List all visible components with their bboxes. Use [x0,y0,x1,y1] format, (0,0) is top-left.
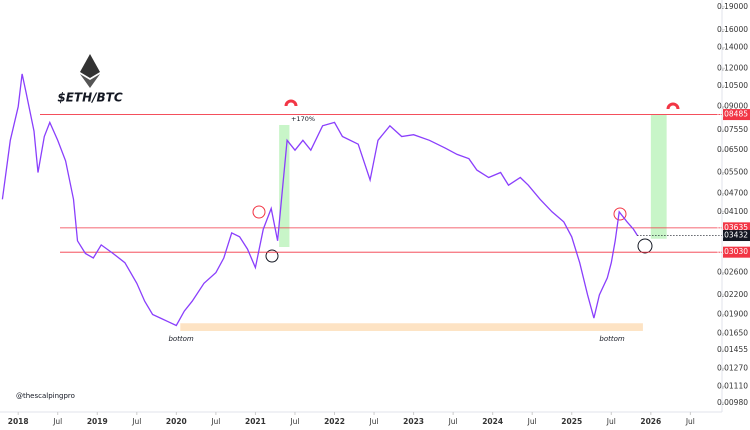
magnet-icons [284,99,680,110]
x-tick-label: 2025 [561,417,582,426]
level-label: 0.08485 [717,110,748,119]
annotation: bottom [599,335,624,343]
x-tick-label: 2022 [324,417,345,426]
y-tick-label: 0.04100 [717,207,748,216]
price-line [1,73,638,327]
y-tick-label: 0.02600 [717,268,748,277]
y-tick-label: 0.05500 [717,168,748,177]
y-tick-label: 0.14000 [717,43,748,52]
y-tick-label: 0.01270 [717,363,748,372]
markers [252,205,653,263]
x-tick-label: 2026 [640,417,661,426]
y-tick-label: 0.07550 [717,125,748,134]
y-tick-label: 0.19000 [717,2,748,11]
level-label: 0.03635 [717,223,748,232]
y-tick-label: 0.09000 [717,102,748,111]
x-tick-label: Jul [448,417,458,426]
x-tick-label: Jul [685,417,695,426]
level-box [723,109,750,121]
x-tick-label: 2024 [482,417,503,426]
x-tick-label: 2019 [87,417,108,426]
zone [180,323,643,331]
eth-logo [80,54,100,88]
y-tick-label: 0.01110 [717,381,748,390]
y-tick-label: 0.06500 [717,145,748,154]
x-tick-label: Jul [606,417,616,426]
x-tick-label: Jul [527,417,537,426]
zone [279,124,290,247]
x-tick-label: Jul [131,417,141,426]
y-tick-label: 0.02200 [717,290,748,299]
level-box [723,222,750,234]
level-box [723,246,750,258]
x-tick-label: Jul [210,417,220,426]
x-tick-label: 2023 [403,417,424,426]
y-tick-label: 0.04700 [717,189,748,198]
y-tick-label: 0.01650 [717,328,748,337]
y-tick-label: 0.01900 [717,310,748,319]
x-tick-label: 2018 [8,417,29,426]
y-tick-label: 0.16000 [717,25,748,34]
zone [650,114,667,239]
y-tick-label: 0.10500 [717,81,748,90]
x-tick-label: Jul [52,417,62,426]
y-tick-label: 0.01455 [717,345,748,354]
last-price-box [723,230,750,242]
annotation: +170% [291,115,315,123]
x-tick-label: 2021 [245,417,266,426]
y-tick-label: 0.12000 [717,63,748,72]
x-tick-label: Jul [369,417,379,426]
x-tick-label: 2020 [166,417,187,426]
level-label: 0.03030 [717,247,748,256]
x-tick-label: Jul [289,417,299,426]
y-tick-label: 0.00980 [717,398,748,407]
annotation: @thescalpingpro [16,392,75,400]
last-price-label: 0.03432 [717,231,748,240]
annotation: bottom [168,335,193,343]
chart-title: $ETH/BTC [57,91,122,105]
